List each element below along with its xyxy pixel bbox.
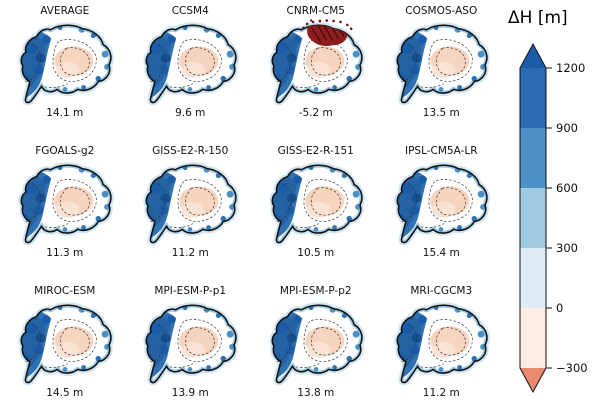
antarctica-map <box>387 159 495 247</box>
model-panel: GISS-E2-R-151 10.5 m <box>253 140 379 280</box>
model-name: CCSM4 <box>171 5 209 17</box>
mean-value: 13.8 m <box>297 387 335 399</box>
antarctica-map <box>387 299 495 387</box>
antarctica-map <box>136 159 244 247</box>
mean-value: 15.4 m <box>422 247 460 259</box>
model-name: CNRM-CM5 <box>286 5 345 17</box>
model-name: MPI-ESM-P-p1 <box>154 285 227 297</box>
antarctica-map <box>262 299 370 387</box>
mean-value: 10.5 m <box>297 247 335 259</box>
mean-value: 14.1 m <box>46 107 84 119</box>
colorbar-title: ΔH [m] <box>508 8 568 28</box>
colorbar-tick-neg300: −300 <box>556 361 588 375</box>
model-panel: MRI-CGCM3 11.2 m <box>379 280 505 420</box>
mean-value: 11.2 m <box>422 387 460 399</box>
model-name: GISS-E2-R-150 <box>152 145 229 157</box>
model-name: MRI-CGCM3 <box>410 285 473 297</box>
model-name: FGOALS-g2 <box>35 145 95 157</box>
mean-value: 11.3 m <box>46 247 84 259</box>
model-panel: MPI-ESM-P-p1 13.9 m <box>128 280 254 420</box>
panel-grid: AVERAGE 14.1 m CCSM4 9.6 m CNRM-CM5 -5.2… <box>2 0 504 420</box>
colorbar-tick-600: 600 <box>556 181 578 195</box>
model-panel: MIROC-ESM 14.5 m <box>2 280 128 420</box>
antarctica-map <box>11 299 119 387</box>
model-panel: CCSM4 9.6 m <box>128 0 254 140</box>
colorbar-tick-300: 300 <box>556 241 578 255</box>
model-name: AVERAGE <box>40 5 90 17</box>
model-name: MPI-ESM-P-p2 <box>279 285 352 297</box>
colorbar-tick-0: 0 <box>556 301 563 315</box>
antarctica-map <box>136 19 244 107</box>
antarctica-map <box>262 159 370 247</box>
model-name: IPSL-CM5A-LR <box>404 145 478 157</box>
colorbar-tick-1200: 1200 <box>556 61 585 75</box>
mean-value: 14.5 m <box>46 387 84 399</box>
colorbar-scale: 1200 900 600 300 0 −300 <box>519 42 588 394</box>
model-panel: CNRM-CM5 -5.2 m <box>253 0 379 140</box>
mean-value: -5.2 m <box>298 107 333 119</box>
model-panel: AVERAGE 14.1 m <box>2 0 128 140</box>
model-name: COSMOS-ASO <box>405 5 478 17</box>
antarctica-map <box>11 159 119 247</box>
model-panel: FGOALS-g2 11.3 m <box>2 140 128 280</box>
mean-value: 13.9 m <box>171 387 209 399</box>
mean-value: 13.5 m <box>422 107 460 119</box>
antarctica-map-with-anomaly <box>262 19 370 107</box>
mean-value: 9.6 m <box>175 107 206 119</box>
colorbar-tick-900: 900 <box>556 121 578 135</box>
antarctica-map <box>11 19 119 107</box>
antarctica-map <box>387 19 495 107</box>
antarctica-map <box>136 299 244 387</box>
model-panel: IPSL-CM5A-LR 15.4 m <box>379 140 505 280</box>
model-name: MIROC-ESM <box>34 285 96 297</box>
model-panel: COSMOS-ASO 13.5 m <box>379 0 505 140</box>
model-panel: GISS-E2-R-150 11.2 m <box>128 140 254 280</box>
mean-value: 11.2 m <box>171 247 209 259</box>
model-panel: MPI-ESM-P-p2 13.8 m <box>253 280 379 420</box>
model-name: GISS-E2-R-151 <box>277 145 354 157</box>
colorbar: ΔH [m] 1200 <box>506 8 598 400</box>
